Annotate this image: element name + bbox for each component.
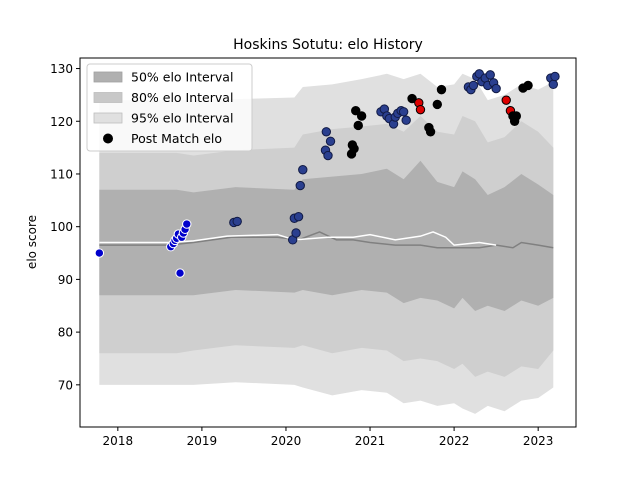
post-match-point — [323, 150, 333, 161]
x-axis: 2018 2019 2020 2021 2022 2023 — [103, 427, 554, 448]
y-axis: 70 80 90 100 110 120 130 — [50, 62, 80, 392]
plot-frame — [79, 57, 577, 428]
y-tick-label: 100 — [50, 220, 73, 234]
post-match-point — [485, 70, 495, 80]
expected-elo-line — [99, 231, 497, 246]
x-tick-label: 2019 — [187, 434, 218, 448]
post-match-point — [432, 99, 442, 110]
legend-swatch — [93, 92, 123, 103]
x-tick-label: 2018 — [103, 434, 134, 448]
post-match-point — [291, 228, 301, 238]
post-match-point — [349, 143, 359, 154]
y-tick-label: 110 — [50, 167, 73, 181]
legend-label: Post Match elo — [131, 131, 222, 146]
post-match-point — [175, 268, 185, 278]
post-match-point — [298, 165, 308, 175]
post-match-point — [401, 115, 411, 125]
post-match-point — [356, 111, 367, 121]
post-match-point — [501, 95, 511, 105]
post-match-point — [511, 111, 522, 121]
legend-swatch — [93, 112, 123, 124]
legend-swatch — [93, 71, 123, 83]
post-match-point — [415, 104, 426, 115]
post-match-point — [232, 216, 242, 227]
y-tick-label: 120 — [50, 115, 73, 129]
post-match-point — [548, 79, 558, 90]
post-match-point — [295, 180, 305, 191]
legend: 50% elo Interval 80% elo Interval 95% elo … — [86, 63, 253, 152]
x-tick-label: 2022 — [439, 434, 470, 448]
post-match-point — [407, 93, 417, 104]
legend-marker — [103, 133, 113, 144]
post-match-point — [94, 248, 105, 258]
post-match-point — [321, 127, 332, 137]
chart-title: Hoskins Sotutu: elo History — [233, 37, 423, 53]
y-tick-label: 90 — [58, 273, 73, 287]
post-match-point — [425, 127, 436, 137]
post-match-point — [351, 106, 361, 116]
post-match-point — [293, 211, 304, 222]
post-match-point — [398, 107, 409, 117]
median-elo-line — [99, 231, 554, 249]
legend-label: 95% elo Interval — [131, 111, 233, 126]
x-tick-label: 2021 — [355, 434, 386, 448]
post-match-point — [468, 80, 479, 91]
post-match-point — [353, 120, 363, 131]
post-match-point — [491, 83, 501, 94]
y-tick-label: 130 — [50, 62, 73, 76]
plot-area — [94, 69, 560, 414]
legend-label: 80% elo Interval — [131, 90, 233, 105]
y-tick-label: 70 — [58, 378, 73, 392]
post-match-point — [523, 80, 533, 91]
legend-frame — [86, 63, 253, 152]
post-match-points — [94, 69, 560, 278]
y-tick-label: 80 — [58, 326, 73, 340]
post-match-point — [182, 219, 192, 229]
x-tick-label: 2023 — [523, 434, 554, 448]
legend-label: 50% elo Interval — [131, 70, 233, 85]
trend-lines — [99, 231, 554, 249]
post-match-point — [325, 136, 336, 146]
post-match-point — [436, 84, 447, 95]
y-axis-label: elo score — [25, 215, 39, 269]
post-match-point — [550, 71, 560, 82]
x-tick-label: 2020 — [271, 434, 302, 448]
